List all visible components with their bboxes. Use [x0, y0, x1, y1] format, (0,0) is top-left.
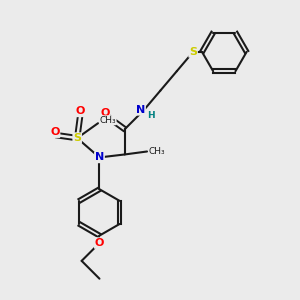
Text: O: O — [95, 238, 104, 248]
Text: O: O — [50, 127, 60, 137]
Text: O: O — [100, 108, 110, 118]
Text: CH₃: CH₃ — [100, 116, 116, 125]
Text: S: S — [73, 133, 81, 143]
Text: N: N — [136, 105, 145, 115]
Text: O: O — [76, 106, 85, 116]
Text: S: S — [189, 47, 197, 57]
Text: CH₃: CH₃ — [148, 147, 165, 156]
Text: N: N — [95, 152, 104, 162]
Text: H: H — [147, 111, 154, 120]
